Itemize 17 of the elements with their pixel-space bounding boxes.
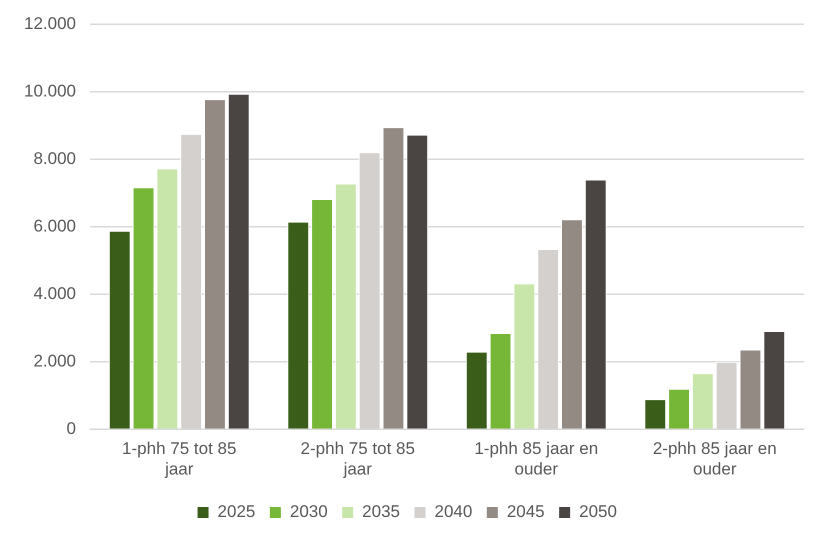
y-tick-label: 0 [66, 418, 76, 438]
legend-label: 2035 [362, 502, 400, 522]
y-tick-label: 2.000 [33, 351, 76, 370]
y-tick-label: 10.000 [24, 81, 76, 100]
x-tick-label: 1-phh 75 tot 85 jaar [122, 439, 236, 478]
legend-label: 2040 [434, 502, 472, 522]
x-tick-label: 1-phh 85 jaar en ouder [474, 439, 598, 478]
legend-label: 2050 [579, 502, 617, 522]
legend-label: 2030 [290, 502, 328, 522]
y-tick-label: 12.000 [24, 14, 76, 33]
x-tick-label: 2-phh 85 jaar en ouder [652, 439, 777, 478]
y-tick-label: 8.000 [33, 148, 76, 168]
y-tick-label: 6.000 [33, 216, 76, 236]
x-tick-label: 2-phh 75 tot 85 jaar [300, 439, 415, 478]
legend-label: 2045 [506, 502, 545, 522]
legend-label: 2025 [218, 502, 256, 522]
y-tick-label: 4.000 [33, 284, 76, 303]
